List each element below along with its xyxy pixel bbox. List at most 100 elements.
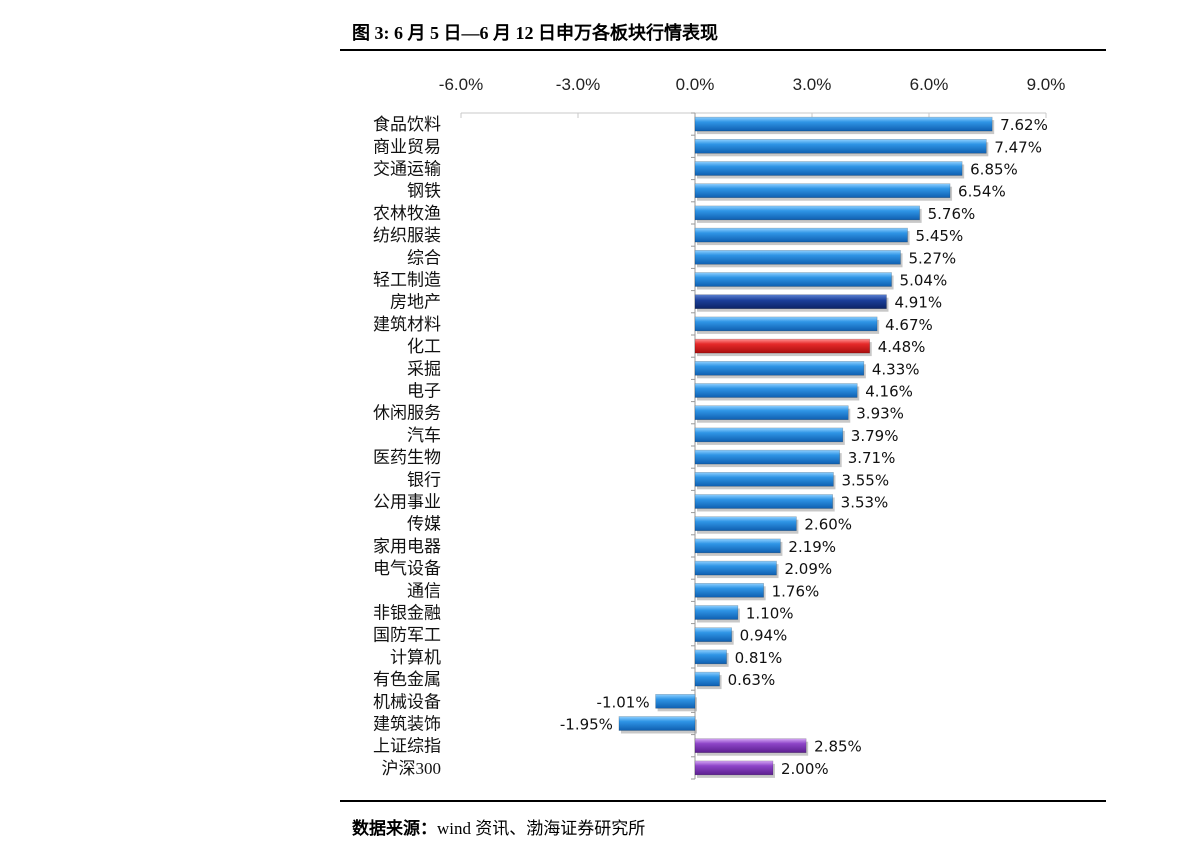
value-label: 4.91% bbox=[894, 294, 942, 312]
value-label: 1.10% bbox=[746, 605, 794, 623]
x-axis-ticks: -6.0% -3.0% 0.0% 3.0% 6.0% 9.0% bbox=[439, 75, 1066, 94]
bar-5 bbox=[694, 205, 920, 221]
category-label: 传媒 bbox=[407, 515, 441, 534]
category-label: 沪深300 bbox=[382, 759, 442, 778]
bar-16 bbox=[694, 449, 840, 465]
category-label: 通信 bbox=[407, 581, 441, 600]
value-label: 2.09% bbox=[785, 560, 833, 578]
category-label: 上证综指 bbox=[373, 737, 441, 756]
category-label: 休闲服务 bbox=[373, 404, 441, 423]
value-label: 5.76% bbox=[928, 205, 976, 223]
bar-23 bbox=[694, 605, 739, 620]
x-tick-label: 6.0% bbox=[910, 75, 949, 94]
value-label: 5.27% bbox=[909, 249, 957, 267]
value-label: -1.95% bbox=[560, 716, 613, 734]
value-label: 2.60% bbox=[804, 516, 852, 534]
category-labels: 食品饮料商业贸易交通运输钢铁农林牧渔纺织服装综合轻工制造房地产建筑材料化工采掘电… bbox=[373, 115, 441, 778]
category-label: 建筑装饰 bbox=[373, 715, 441, 734]
bar-11 bbox=[694, 338, 871, 354]
category-label: 汽车 bbox=[407, 426, 441, 445]
value-label: -1.01% bbox=[597, 693, 650, 711]
bars bbox=[618, 116, 995, 778]
value-label: 3.53% bbox=[841, 494, 889, 512]
category-label: 计算机 bbox=[390, 648, 441, 667]
bar-13 bbox=[694, 383, 858, 398]
value-label: 3.55% bbox=[841, 471, 889, 489]
category-label: 公用事业 bbox=[373, 493, 441, 512]
bar-3 bbox=[694, 161, 963, 176]
bar-20 bbox=[694, 538, 781, 554]
bar-10 bbox=[694, 316, 878, 332]
bar-18 bbox=[694, 494, 833, 509]
value-label: 4.33% bbox=[872, 360, 920, 378]
category-label: 商业贸易 bbox=[373, 137, 441, 156]
value-label: 3.79% bbox=[851, 427, 899, 445]
bar-12 bbox=[694, 360, 865, 376]
bar-2 bbox=[694, 139, 987, 154]
category-label: 家用电器 bbox=[373, 537, 441, 556]
category-label: 交通运输 bbox=[373, 160, 441, 179]
x-tick-label: -3.0% bbox=[556, 75, 600, 94]
bar-1 bbox=[694, 116, 993, 132]
category-label: 国防军工 bbox=[373, 626, 441, 645]
value-label: 4.48% bbox=[878, 338, 926, 356]
x-tick-label: 3.0% bbox=[793, 75, 832, 94]
source-note: 数据来源：wind 资讯、渤海证券研究所 bbox=[352, 814, 645, 839]
category-label: 非银金融 bbox=[373, 604, 441, 623]
value-label: 1.76% bbox=[772, 582, 820, 600]
axes bbox=[460, 112, 1047, 780]
value-label: 0.63% bbox=[728, 671, 776, 689]
value-label: 2.85% bbox=[814, 738, 862, 756]
category-label: 医药生物 bbox=[373, 448, 441, 467]
bar-21 bbox=[694, 560, 777, 576]
source-label: 数据来源： bbox=[352, 819, 437, 838]
category-label: 银行 bbox=[407, 470, 441, 489]
value-label: 7.62% bbox=[1000, 116, 1048, 134]
chart-title: 图 3: 6 月 5 日—6 月 12 日申万各板块行情表现 bbox=[352, 23, 718, 43]
bar-30 bbox=[694, 760, 774, 776]
x-tick-label: -6.0% bbox=[439, 75, 483, 94]
bar-25 bbox=[694, 649, 727, 665]
value-label: 6.54% bbox=[958, 183, 1006, 201]
category-label: 纺织服装 bbox=[373, 226, 441, 245]
value-label: 7.47% bbox=[994, 138, 1042, 156]
category-label: 轻工制造 bbox=[373, 271, 441, 290]
bar-7 bbox=[694, 250, 901, 265]
value-label: 0.94% bbox=[740, 627, 788, 645]
bar-26 bbox=[694, 671, 720, 687]
value-label: 3.71% bbox=[848, 449, 896, 467]
value-label: 4.16% bbox=[865, 383, 913, 401]
value-label: 2.00% bbox=[781, 760, 829, 778]
bar-17 bbox=[694, 471, 834, 487]
bar-22 bbox=[694, 582, 764, 598]
bar-9 bbox=[694, 294, 887, 310]
bar-4 bbox=[694, 183, 951, 198]
category-label: 综合 bbox=[407, 248, 441, 267]
value-label: 2.19% bbox=[788, 538, 836, 556]
bar-8 bbox=[694, 272, 892, 287]
source-text: wind 资讯、渤海证券研究所 bbox=[437, 819, 646, 838]
bar-15 bbox=[694, 427, 844, 443]
bar-28 bbox=[618, 716, 696, 731]
category-label: 电气设备 bbox=[373, 559, 441, 578]
value-label: 6.85% bbox=[970, 161, 1018, 179]
x-tick-label: 9.0% bbox=[1027, 75, 1066, 94]
category-label: 化工 bbox=[407, 337, 441, 356]
value-label: 5.45% bbox=[916, 227, 964, 245]
bar-24 bbox=[694, 627, 732, 643]
category-label: 机械设备 bbox=[373, 692, 441, 711]
bar-29 bbox=[694, 738, 807, 754]
bar-6 bbox=[694, 227, 908, 243]
top-rule bbox=[340, 49, 1106, 51]
bottom-rule bbox=[340, 800, 1106, 802]
category-label: 食品饮料 bbox=[373, 115, 441, 134]
category-label: 电子 bbox=[407, 382, 441, 401]
value-labels: 7.62% 7.47% 6.85% 6.54% 5.76% 5.45% 5.27% 5.04%… bbox=[560, 116, 1048, 778]
category-label: 农林牧渔 bbox=[373, 204, 441, 223]
category-label: 采掘 bbox=[407, 359, 441, 378]
value-label: 5.04% bbox=[900, 272, 948, 290]
bar-27 bbox=[655, 693, 696, 709]
value-label: 3.93% bbox=[856, 405, 904, 423]
bar-19 bbox=[694, 516, 797, 532]
